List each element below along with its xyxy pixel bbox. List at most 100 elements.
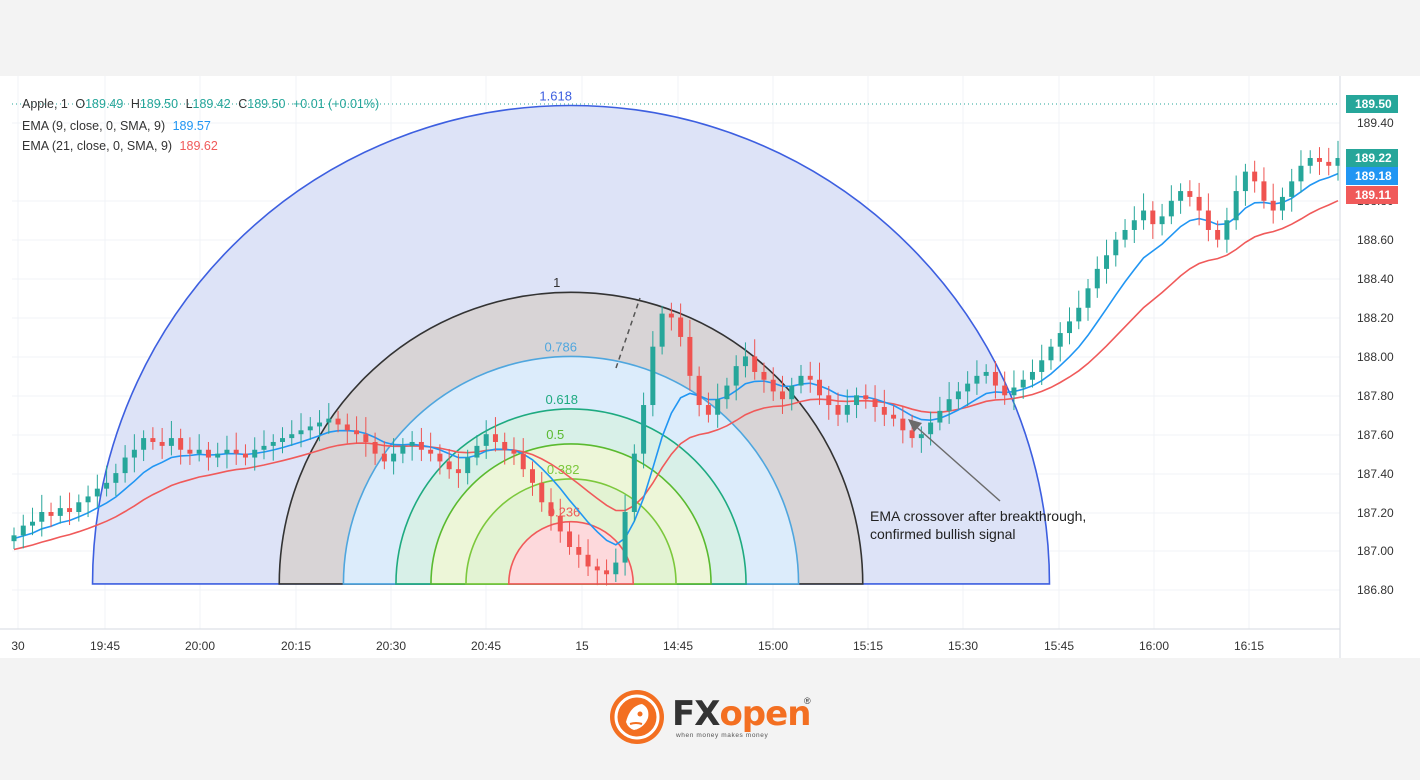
fib-label-0.382: 0.382 [547,462,580,477]
candle-body [1094,268,1100,289]
candle-body [57,508,63,516]
candle-body [557,515,563,532]
candle-body [520,453,526,470]
x-tick-label: 15:30 [948,639,978,653]
candle-body [798,375,804,386]
candle-body [965,383,971,392]
candle-body [779,391,785,400]
candle-body [196,449,202,454]
y-tick-label: 188.20 [1357,311,1394,325]
candle-body [928,422,934,435]
candle-body [280,438,286,442]
legend-change: +0.01 (+0.01%) [292,97,380,111]
candle-body [937,410,943,423]
candle-body [1048,346,1054,361]
candle-body [891,414,897,419]
candle-body [594,566,600,571]
price-tag-label: 189.18 [1355,169,1392,183]
legend-open-label: O [75,97,86,111]
candle-body [1270,200,1276,211]
x-tick-label: 15:45 [1044,639,1074,653]
x-tick-label: 20:15 [281,639,311,653]
candle-body [289,434,295,439]
fib-label-0.618: 0.618 [545,392,578,407]
candle-body [252,449,258,458]
candle-body [585,554,591,567]
candle-body [1307,158,1313,166]
candle-body [1205,210,1211,230]
x-tick-label: 16:00 [1139,639,1169,653]
candle-body [604,570,610,575]
legend-low: 189.42 [192,97,231,111]
legend-ema9: EMA (9, close, 0, SMA, 9) 189.57 [22,119,211,133]
candle-body [1104,255,1110,269]
candle-body [1252,171,1258,182]
dashed-trendline [615,297,641,369]
candle-body [659,313,665,347]
legend-ohlc: Apple, 1 O189.49 H189.50 L189.42 C189.50… [22,97,379,111]
candle-body [474,445,480,458]
candle-body [270,441,276,446]
candle-body [1057,333,1063,347]
legend-close-label: C [238,97,248,111]
price-tag-bg [1346,95,1398,113]
candle-body [298,430,304,435]
candle-body [85,496,91,503]
y-tick-label: 187.40 [1357,467,1394,481]
candle-body [872,399,878,407]
axes: 189.40188.80188.60188.40188.20188.00187.… [0,76,1420,658]
candle-body [742,356,748,367]
price-tag-label: 189.11 [1355,188,1391,202]
candle-body [511,449,517,454]
candle-body [363,434,369,442]
candle-body [1316,158,1322,162]
candle-body [502,441,508,450]
candle-body [650,346,656,406]
lion-icon [610,690,664,744]
brand-tagline: when money makes money [676,732,769,739]
y-tick-label: 187.80 [1357,389,1394,403]
candle-body [168,438,174,446]
y-tick-label: 187.20 [1357,506,1394,520]
candle-body [205,449,211,458]
candle-body [1178,191,1184,201]
candle-body [428,449,434,454]
legend-ema9-label: EMA (9, close, 0, SMA, 9) [22,119,166,133]
candle-body [20,525,26,536]
y-tick-label: 188.60 [1357,233,1394,247]
legend-high: 189.50 [139,97,179,111]
candle-body [1242,171,1248,192]
candle-body [900,418,906,431]
candle-body [131,449,137,458]
candle-body [215,453,221,458]
x-tick-label: 15:15 [853,639,883,653]
chart-svg: 1.618 1 0.786 0.618 0.5 0.382 0.236 EMA crosso… [0,76,1420,658]
candle-body [1066,321,1072,334]
candle-body [1029,371,1035,380]
x-tick-label: 20:00 [185,639,215,653]
candle-body [696,375,702,406]
ema21-layer [13,199,1339,551]
candle-body [67,508,73,512]
candle-body [1141,210,1147,221]
candle-body [344,424,350,431]
candle-body [992,371,998,386]
price-tag-label: 189.50 [1355,97,1392,111]
legend-ema9-value: 189.57 [172,119,211,133]
candle-body [48,512,54,516]
candle-body [1085,288,1091,308]
y-tick-label: 188.40 [1357,272,1394,286]
x-tick-label: 14:45 [663,639,693,653]
fib-label-0.786: 0.786 [544,339,577,354]
candle-body [1224,220,1230,240]
candle-body [1150,210,1156,225]
candle-body [641,405,647,454]
candle-body [909,430,915,439]
candle-body [705,405,711,415]
candle-body [418,441,424,450]
legend-ema21-value: 189.62 [179,139,218,153]
candle-body [733,366,739,386]
candle-body [76,502,82,512]
candle-body [1159,216,1165,225]
candle-body [317,422,323,427]
